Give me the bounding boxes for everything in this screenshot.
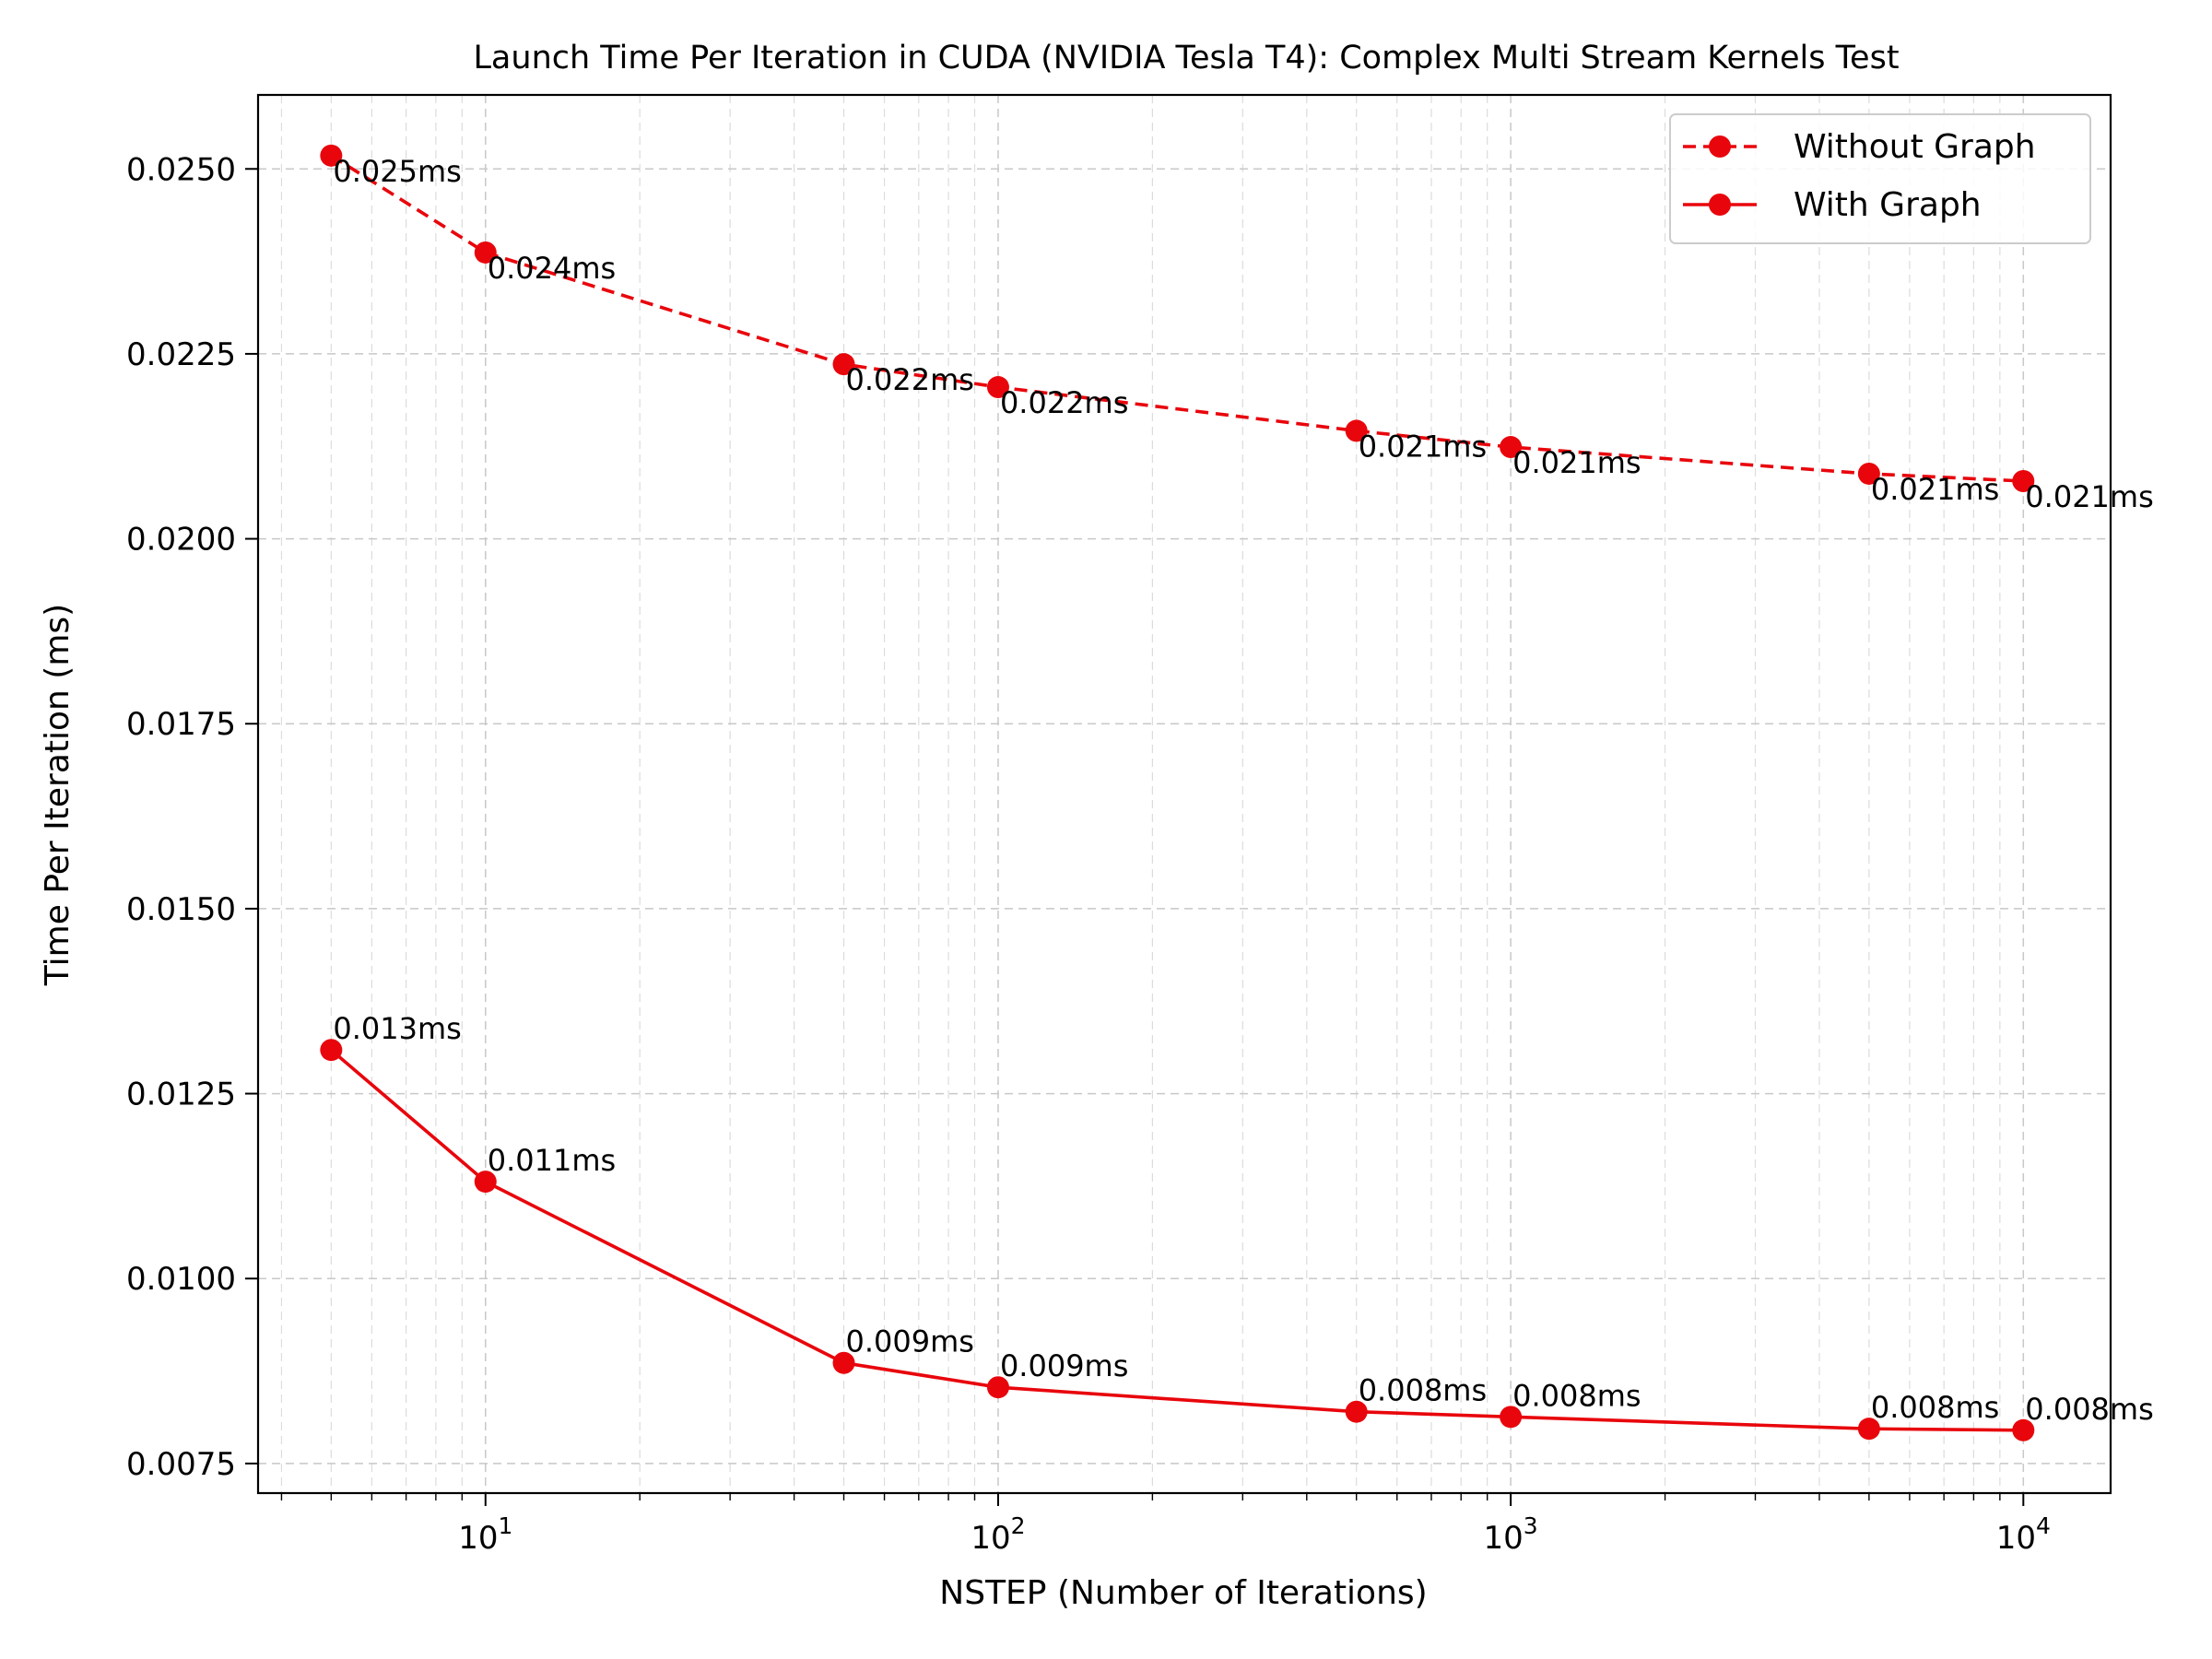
chart-title: Launch Time Per Iteration in CUDA (NVIDI… xyxy=(473,40,1899,76)
y-tick-label: 0.0250 xyxy=(126,151,236,188)
y-tick-label: 0.0200 xyxy=(126,522,236,559)
y-tick-label: 0.0125 xyxy=(126,1077,236,1113)
y-axis-label: Time Per Iteration (ms) xyxy=(39,604,76,986)
data-label-without-graph: 0.021ms xyxy=(2025,479,2153,514)
legend-frame xyxy=(1669,113,2091,244)
x-tick-label-base: 10 xyxy=(458,1520,498,1557)
data-point-without-graph xyxy=(474,241,497,264)
data-point-without-graph xyxy=(1345,419,1368,442)
y-tick-label: 0.0075 xyxy=(126,1446,236,1483)
data-point-without-graph xyxy=(1500,436,1523,459)
data-label-without-graph: 0.022ms xyxy=(846,362,974,397)
y-tick-label: 0.0175 xyxy=(126,706,236,743)
data-label-with-graph: 0.009ms xyxy=(846,1324,974,1359)
series-layer xyxy=(320,144,2035,1441)
data-label-without-graph: 0.025ms xyxy=(333,154,461,189)
plot-area-frame xyxy=(256,93,2112,1495)
legend-label-with-graph: With Graph xyxy=(1794,186,1982,224)
data-point-with-graph xyxy=(2012,1418,2035,1441)
y-tick-label: 0.0225 xyxy=(126,336,236,373)
data-point-without-graph xyxy=(320,144,343,167)
data-label-with-graph: 0.011ms xyxy=(488,1143,616,1178)
legend-label-without-graph: Without Graph xyxy=(1794,128,2036,166)
data-label-with-graph: 0.009ms xyxy=(1000,1348,1128,1383)
data-label-without-graph: 0.021ms xyxy=(1512,445,1641,480)
y-tick-label: 0.0100 xyxy=(126,1261,236,1298)
data-label-layer: 0.025ms 0.024ms 0.022ms 0.022ms 0.021ms 0.021… xyxy=(333,154,2153,1427)
data-point-without-graph xyxy=(2012,469,2035,492)
x-tick-label-base: 10 xyxy=(1996,1520,2036,1557)
x-tick-label-exponent: 2 xyxy=(1011,1512,1026,1539)
x-axis-label: NSTEP (Number of Iterations) xyxy=(939,1574,1427,1612)
data-point-with-graph xyxy=(1857,1418,1880,1441)
y-tick-label: 0.0150 xyxy=(126,891,236,928)
data-point-with-graph xyxy=(1345,1400,1368,1423)
x-tick-label: 104 xyxy=(1996,1512,2051,1557)
data-point-without-graph xyxy=(1857,462,1880,485)
series-line-with-graph xyxy=(330,1048,2024,1432)
data-label-without-graph: 0.024ms xyxy=(488,251,616,286)
x-tick-label-exponent: 1 xyxy=(498,1512,512,1539)
series-line-without-graph xyxy=(330,154,2024,483)
x-tick-label-exponent: 4 xyxy=(2036,1512,2051,1539)
data-point-with-graph xyxy=(320,1039,343,1062)
legend-marker-with-graph xyxy=(1709,194,1731,216)
data-point-with-graph xyxy=(1500,1406,1523,1429)
data-point-with-graph xyxy=(832,1351,855,1374)
data-label-with-graph: 0.008ms xyxy=(2025,1392,2153,1427)
x-tick-label-exponent: 3 xyxy=(1524,1512,1538,1539)
legend-marker-without-graph xyxy=(1709,135,1731,158)
x-tick-label-base: 10 xyxy=(971,1520,1010,1557)
data-label-without-graph: 0.021ms xyxy=(1871,472,1999,507)
x-tick-label: 101 xyxy=(458,1512,512,1557)
x-tick-label: 103 xyxy=(1484,1512,1538,1557)
data-label-with-graph: 0.008ms xyxy=(1871,1390,1999,1425)
data-label-with-graph: 0.013ms xyxy=(333,1011,461,1046)
x-tick-label: 102 xyxy=(971,1512,1025,1557)
data-point-with-graph xyxy=(986,1376,1009,1399)
data-label-without-graph: 0.022ms xyxy=(1000,385,1128,420)
data-point-without-graph xyxy=(832,353,855,376)
data-label-with-graph: 0.008ms xyxy=(1359,1373,1487,1408)
legend: Without Graph With Graph xyxy=(1669,113,2091,244)
x-tick-label-base: 10 xyxy=(1484,1520,1524,1557)
data-point-without-graph xyxy=(986,376,1009,399)
data-label-with-graph: 0.008ms xyxy=(1512,1378,1641,1413)
data-label-without-graph: 0.021ms xyxy=(1359,429,1487,464)
grid-layer xyxy=(258,95,2111,1493)
tick-layer: 101 102 103 1040.00750.01000.01250.01500.01… xyxy=(126,151,2051,1557)
data-point-with-graph xyxy=(474,1171,497,1194)
